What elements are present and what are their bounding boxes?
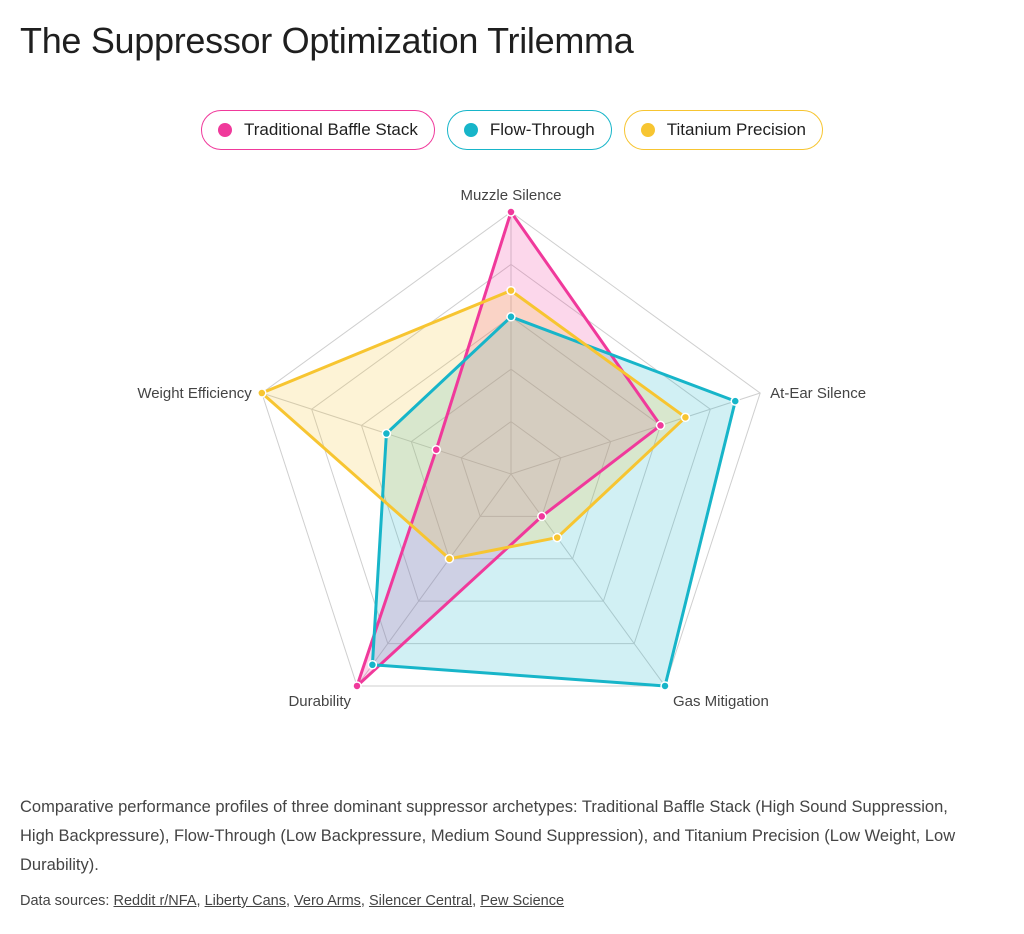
- source-link[interactable]: Pew Science: [480, 893, 565, 909]
- series-line: [355, 210, 663, 688]
- data-point[interactable]: [552, 532, 562, 543]
- data-point[interactable]: [506, 312, 516, 322]
- series-line: [260, 289, 687, 561]
- legend-item[interactable]: Traditional Baffle Stack: [201, 110, 435, 150]
- data-point[interactable]: [680, 412, 691, 423]
- grid-spoke: [510, 473, 666, 687]
- source-link[interactable]: Liberty Cans: [204, 893, 286, 909]
- data-point[interactable]: [506, 285, 516, 296]
- axis-label: Durability: [288, 693, 351, 710]
- series-line: [370, 315, 737, 688]
- data-point[interactable]: [431, 444, 441, 455]
- data-point[interactable]: [444, 554, 455, 564]
- axis-label: At-Ear Silence: [770, 385, 866, 402]
- data-point[interactable]: [381, 428, 392, 439]
- source-link[interactable]: Vero Arms: [294, 893, 361, 909]
- axis-label: Weight Efficiency: [137, 385, 252, 402]
- radar-chart: Muzzle Silence At-Ear Silence Gas Mitigati…: [137, 187, 866, 710]
- legend-swatch: [218, 123, 233, 137]
- data-point[interactable]: [257, 388, 267, 398]
- legend-label: Traditional Baffle Stack: [244, 120, 418, 139]
- legend-swatch: [640, 123, 655, 137]
- grid-spoke: [510, 392, 761, 475]
- data-point[interactable]: [730, 396, 741, 406]
- legend: Traditional Baffle Stack Flow-Through Tita…: [0, 110, 1024, 150]
- grid-ring: [410, 368, 612, 560]
- data-sources: Data sources: Reddit r/NFA, Liberty Cans…: [20, 893, 565, 909]
- legend-label: Flow-Through: [489, 120, 595, 139]
- data-point[interactable]: [352, 681, 362, 691]
- legend-label: Titanium Precision: [666, 120, 806, 139]
- data-point[interactable]: [660, 681, 670, 691]
- source-link[interactable]: Reddit r/NFA: [113, 893, 197, 909]
- data-point[interactable]: [655, 420, 666, 431]
- legend-item[interactable]: Flow-Through: [446, 110, 612, 150]
- grid-spoke: [356, 473, 512, 687]
- series-area: [357, 212, 661, 686]
- grid-ring: [460, 420, 562, 517]
- series-area: [261, 290, 686, 559]
- axis-label: Muzzle Silence: [461, 187, 562, 204]
- legend-swatch: [463, 123, 478, 137]
- axis-label: Gas Mitigation: [673, 693, 769, 710]
- chart-caption: Comparative performance profiles of thre…: [20, 798, 956, 874]
- grid-ring: [261, 211, 761, 687]
- data-point[interactable]: [537, 511, 547, 522]
- chart-title: The Suppressor Optimization Trilemma: [20, 20, 634, 61]
- grid-ring: [311, 263, 711, 645]
- data-point[interactable]: [506, 207, 516, 217]
- series-area: [372, 316, 736, 686]
- sources-label: Data sources:: [20, 893, 110, 909]
- legend-item[interactable]: Titanium Precision: [623, 110, 823, 150]
- grid-ring: [360, 316, 662, 602]
- data-point[interactable]: [367, 660, 378, 670]
- source-link[interactable]: Silencer Central: [368, 893, 473, 909]
